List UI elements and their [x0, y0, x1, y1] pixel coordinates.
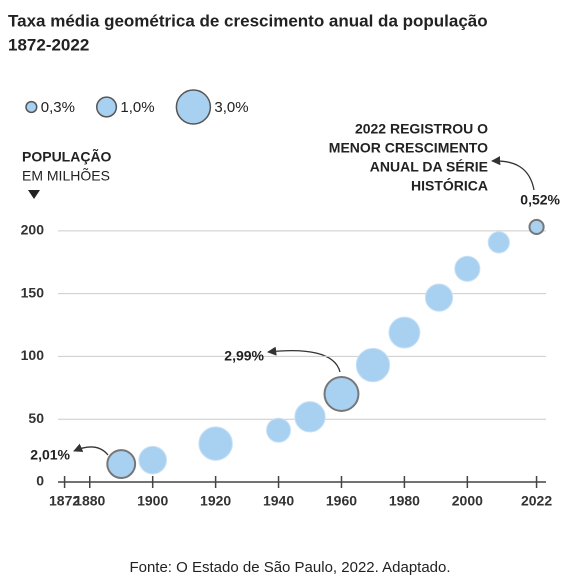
chart-title: 1872-2022	[8, 35, 89, 54]
x-tick-label: 1920	[200, 493, 231, 509]
legend-label: 3,0%	[214, 99, 248, 116]
annotation: ANUAL DA SÉRIE	[370, 159, 488, 175]
x-tick-label: 1872	[49, 493, 80, 509]
annotation: 2022 REGISTROU O	[355, 121, 488, 137]
decoration	[28, 190, 40, 199]
y-axis-label: EM MILHÕES	[22, 168, 110, 184]
y-tick-label: 200	[21, 222, 45, 238]
legend-bubble	[25, 100, 38, 114]
annotation: HISTÓRICA	[411, 177, 488, 194]
legend-bubble	[96, 96, 118, 118]
x-tick-label: 1900	[137, 493, 168, 509]
legend-bubble	[175, 89, 212, 125]
annotation-arrow	[267, 346, 341, 373]
annotation: MENOR CRESCIMENTO	[329, 140, 488, 156]
bubble	[138, 445, 167, 475]
y-tick-label: 100	[21, 347, 45, 363]
x-tick-label: 1940	[263, 493, 294, 509]
y-tick-label: 150	[21, 284, 45, 300]
x-tick-label: 1880	[74, 493, 105, 509]
bubble	[388, 316, 421, 349]
bubble	[294, 401, 326, 433]
y-axis-label: POPULAÇÃO	[22, 148, 112, 165]
x-tick-label: 1960	[326, 493, 357, 509]
annotation-arrow	[73, 443, 109, 456]
y-tick-label: 50	[28, 410, 44, 426]
data-label: 0,52%	[520, 192, 560, 208]
bubble	[355, 347, 391, 383]
bubble	[528, 218, 545, 236]
data-label: 2,99%	[224, 348, 264, 364]
x-tick-label: 2000	[452, 493, 483, 509]
bubble	[454, 255, 481, 282]
legend-label: 1,0%	[120, 99, 154, 116]
x-tick-label: 1980	[389, 493, 420, 509]
bubble	[487, 231, 510, 254]
y-tick-label: 0	[36, 473, 44, 489]
bubble	[323, 375, 360, 412]
bubble	[266, 417, 292, 443]
bubble	[198, 426, 233, 461]
annotation-arrow	[491, 156, 535, 191]
x-tick-label: 2022	[521, 493, 552, 509]
bubble	[424, 283, 454, 312]
chart-title: Taxa média geométrica de crescimento anu…	[8, 11, 488, 30]
data-label: 2,01%	[30, 447, 70, 463]
legend-label: 0,3%	[41, 99, 75, 116]
source: Fonte: O Estado de São Paulo, 2022. Adap…	[129, 559, 450, 576]
bubble	[106, 449, 137, 479]
